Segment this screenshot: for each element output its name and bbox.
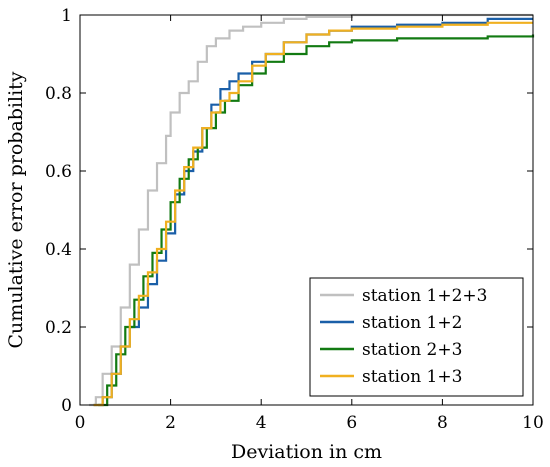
plot-frame xyxy=(79,14,534,406)
y-tick-label: 0.6 xyxy=(45,162,72,182)
legend-label-1: station 1+2+3 xyxy=(362,286,487,306)
legend: station 1+2+3 station 1+2 station 2+3 stati… xyxy=(309,277,524,397)
y-tick-label: 0.2 xyxy=(45,318,72,338)
x-tick-label: 8 xyxy=(437,413,448,433)
x-axis-label: Deviation in cm xyxy=(231,441,382,463)
y-tick-label: 1 xyxy=(61,6,72,26)
series-line-1 xyxy=(89,13,533,407)
y-tick-label: 0.4 xyxy=(45,240,72,260)
legend-label-3: station 2+3 xyxy=(362,340,462,360)
x-tick-label: 6 xyxy=(346,413,357,433)
y-tick-label: 0.8 xyxy=(45,84,72,104)
y-tick-label: 0 xyxy=(61,396,72,416)
legend-items: station 1+2+3 station 1+2 station 2+3 stati… xyxy=(320,286,487,387)
y-axis-label: Cumulative error probability xyxy=(5,71,27,348)
series-layer xyxy=(89,13,535,407)
legend-label-2: station 1+2 xyxy=(362,313,462,333)
legend-label-4: station 1+3 xyxy=(362,367,462,387)
x-tick-label: 4 xyxy=(256,413,267,433)
x-tick-label: 10 xyxy=(522,413,544,433)
ticks-layer: 0 2 4 6 8 10 0 0.2 0.4 0.6 0.8 1 xyxy=(45,6,544,433)
x-tick-label: 0 xyxy=(75,413,86,433)
x-tick-label: 2 xyxy=(165,413,176,433)
series-line-4 xyxy=(93,21,533,407)
